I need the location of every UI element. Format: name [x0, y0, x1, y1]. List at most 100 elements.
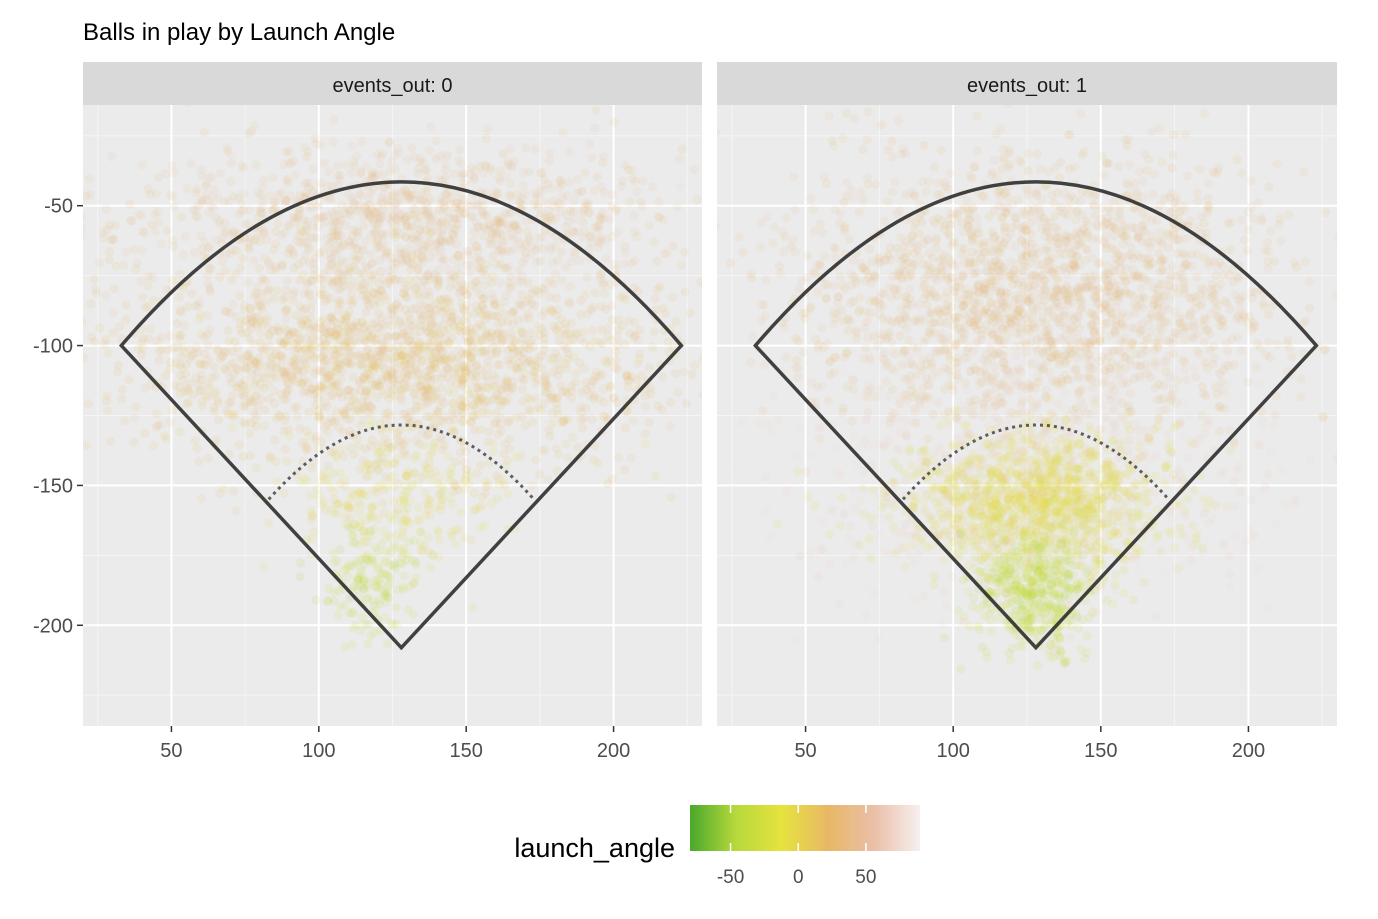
data-point [1284, 210, 1293, 219]
data-point [373, 150, 382, 159]
data-point [192, 343, 201, 352]
data-point [343, 500, 352, 509]
data-point [620, 465, 629, 474]
data-point [432, 154, 441, 163]
data-point [388, 620, 397, 629]
data-point [1147, 127, 1156, 136]
data-point [677, 261, 686, 270]
data-point [365, 200, 374, 209]
data-point [494, 320, 503, 329]
data-point [1332, 291, 1341, 300]
data-point [217, 352, 226, 361]
data-point [896, 331, 905, 340]
data-point [562, 439, 571, 448]
data-point [400, 496, 409, 505]
data-point [48, 175, 57, 184]
data-point [1049, 198, 1058, 207]
data-point [588, 414, 597, 423]
data-point [216, 169, 225, 178]
data-point [484, 427, 493, 436]
data-point [411, 573, 420, 582]
data-point [324, 374, 333, 383]
data-point [1216, 280, 1225, 289]
data-point [138, 334, 147, 343]
data-point [392, 603, 401, 612]
data-point [543, 475, 552, 484]
data-point [144, 272, 153, 281]
data-point [222, 307, 231, 316]
data-point [888, 272, 897, 281]
data-point [350, 296, 359, 305]
data-point [431, 374, 440, 383]
data-point [1130, 300, 1139, 309]
data-point [214, 415, 223, 424]
data-point [920, 141, 929, 150]
data-point [305, 291, 314, 300]
data-point [383, 639, 392, 648]
data-point [386, 512, 395, 521]
data-point [482, 134, 491, 143]
data-point [532, 257, 541, 266]
data-point [117, 394, 126, 403]
data-point [333, 263, 342, 272]
data-point [329, 549, 338, 558]
data-point [345, 337, 354, 346]
data-point [186, 354, 195, 363]
data-point [351, 538, 360, 547]
data-point [1100, 171, 1109, 180]
data-point [356, 626, 365, 635]
data-point [227, 159, 236, 168]
data-point [492, 374, 501, 383]
data-point [1006, 258, 1015, 267]
data-point [387, 272, 396, 281]
data-point [246, 451, 255, 460]
data-point [350, 162, 359, 171]
data-point [614, 316, 623, 325]
data-point [515, 266, 524, 275]
data-point [531, 455, 540, 464]
data-point [183, 184, 192, 193]
data-point [354, 252, 363, 261]
data-point [650, 237, 659, 246]
data-point [177, 331, 186, 340]
data-point [219, 228, 228, 237]
data-point [678, 144, 687, 153]
data-point [1297, 375, 1306, 384]
data-point [370, 301, 379, 310]
data-point [228, 423, 237, 432]
data-point [103, 406, 112, 415]
data-point [675, 155, 684, 164]
data-point [566, 206, 575, 215]
data-point [586, 305, 595, 314]
data-point [444, 387, 453, 396]
data-point [393, 197, 402, 206]
data-point [281, 198, 290, 207]
data-point [599, 384, 608, 393]
data-point [353, 282, 362, 291]
data-point [33, 171, 42, 180]
data-point [324, 596, 333, 605]
data-point [658, 372, 667, 381]
data-point [81, 191, 90, 200]
data-point [1203, 364, 1212, 373]
data-point [523, 227, 532, 236]
data-point [1126, 250, 1135, 259]
data-point [437, 237, 446, 246]
data-point [620, 340, 629, 349]
data-point [322, 295, 331, 304]
data-point [747, 274, 756, 283]
x-tick-label: 50 [160, 740, 182, 762]
data-point [375, 599, 384, 608]
data-point [518, 385, 527, 394]
data-point [1264, 338, 1273, 347]
data-point [104, 349, 113, 358]
data-point [880, 217, 889, 226]
data-point [309, 321, 318, 330]
data-point [282, 304, 291, 313]
data-point [340, 600, 349, 609]
data-point [446, 283, 455, 292]
data-point [1243, 378, 1252, 387]
data-point [992, 174, 1001, 183]
